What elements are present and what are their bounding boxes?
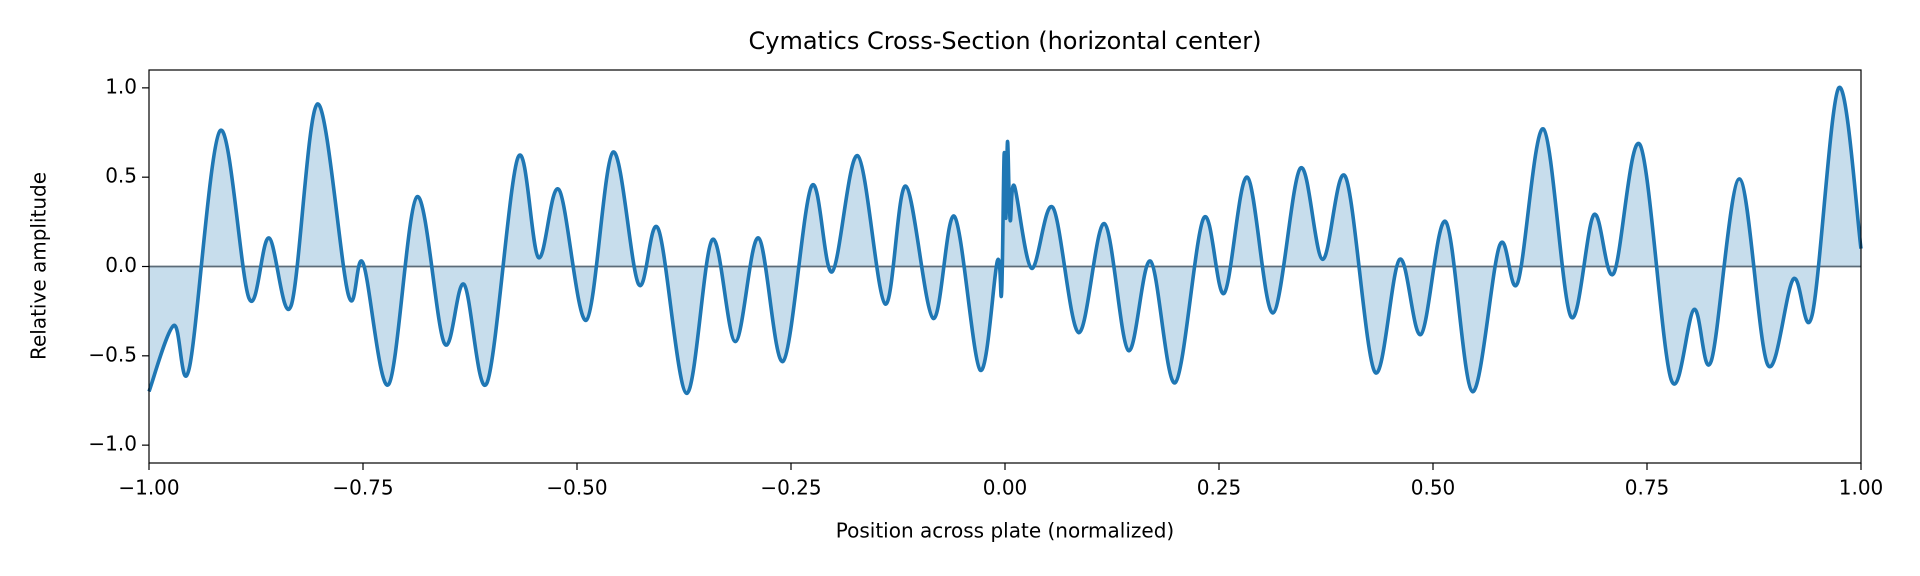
x-tick-label: −0.50 — [546, 476, 607, 500]
y-tick-label: 1.0 — [105, 74, 137, 98]
x-tick-label: 0.00 — [983, 476, 1028, 500]
x-tick-label: −0.25 — [760, 476, 821, 500]
y-tick-label: 0.0 — [105, 253, 137, 277]
x-tick-label: 1.00 — [1839, 476, 1884, 500]
plot-frame — [148, 69, 1862, 464]
area-fill — [149, 87, 1861, 394]
x-tick-label: 0.75 — [1625, 476, 1670, 500]
y-tick-label: 0.5 — [105, 164, 137, 188]
y-tick-label: −0.5 — [88, 342, 137, 366]
x-tick-label: 0.50 — [1411, 476, 1456, 500]
x-tick-label: 0.25 — [1197, 476, 1242, 500]
y-axis-label: Relative amplitude — [27, 172, 51, 360]
x-axis-label: Position across plate (normalized) — [836, 519, 1174, 543]
data-line — [147, 85, 1863, 396]
y-tick-label: −1.0 — [88, 432, 137, 456]
x-tick-label: −1.00 — [118, 476, 179, 500]
x-tick-label: −0.75 — [332, 476, 393, 500]
chart-title: Cymatics Cross-Section (horizontal cente… — [749, 27, 1262, 55]
